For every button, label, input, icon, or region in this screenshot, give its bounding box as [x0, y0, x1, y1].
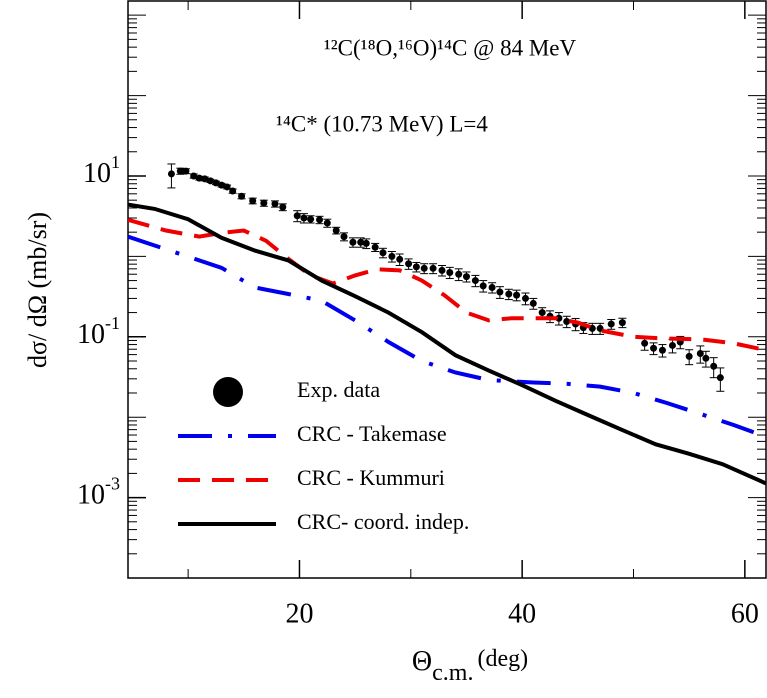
x-tick-label: 60	[731, 598, 759, 629]
data-point	[260, 199, 268, 207]
data-point	[488, 284, 496, 292]
data-point	[362, 239, 370, 247]
data-point	[668, 341, 676, 349]
x-label-symbol: Θ	[412, 646, 432, 677]
line-series	[128, 217, 767, 353]
data-point	[429, 264, 437, 272]
data-point	[405, 260, 413, 268]
data-point	[379, 249, 387, 257]
data-point	[446, 269, 454, 277]
data-point	[388, 252, 396, 260]
data-point	[563, 317, 571, 325]
data-point	[212, 179, 220, 187]
data-point	[316, 216, 324, 224]
legend-label: CRC - Takemase	[297, 421, 447, 446]
data-point	[182, 167, 190, 175]
annotation: ¹⁴C* (10.73 MeV) L=4	[276, 111, 488, 136]
data-point	[195, 174, 203, 182]
data-point	[479, 282, 487, 290]
data-point	[650, 344, 658, 352]
annotation: ¹²C(¹⁸O,¹⁶O)¹⁴C @ 84 MeV	[324, 35, 577, 60]
data-point	[229, 187, 237, 195]
data-point	[349, 238, 357, 246]
data-point	[496, 288, 504, 296]
x-label-subscript: c.m.	[432, 660, 473, 686]
legend-label: CRC- coord. indep.	[297, 509, 469, 534]
data-point	[323, 219, 331, 227]
data-point	[176, 167, 184, 175]
data-point	[521, 294, 529, 302]
data-point	[332, 226, 340, 234]
data-point	[455, 270, 463, 278]
line-series	[128, 234, 767, 439]
data-point	[167, 170, 175, 178]
data-point	[462, 273, 470, 281]
legend-label: CRC - Kummuri	[297, 465, 445, 490]
plot-frame	[127, 0, 767, 579]
data-point	[538, 309, 546, 317]
data-point	[641, 339, 649, 347]
x-label-unit: (deg)	[477, 646, 528, 672]
data-point	[596, 324, 604, 332]
data-point	[300, 214, 308, 222]
data-point	[340, 233, 348, 241]
y-axis-label: dσ/ dΩ (mb/sr)	[23, 212, 52, 368]
data-point	[412, 263, 420, 271]
data-point	[201, 175, 209, 183]
data-point	[513, 291, 521, 299]
legend-marker	[213, 377, 243, 407]
data-point	[238, 192, 246, 200]
data-point	[190, 172, 198, 180]
data-point	[702, 354, 710, 362]
data-point	[716, 374, 724, 382]
data-point	[279, 203, 287, 211]
data-point	[249, 197, 257, 205]
data-point	[658, 346, 666, 354]
data-point	[529, 299, 537, 307]
y-tick-label: 10-1	[77, 313, 120, 350]
data-point	[607, 320, 615, 328]
x-axis-label: Θc.m.(deg)	[412, 646, 528, 686]
data-point	[710, 362, 718, 370]
legend-label: Exp. data	[297, 377, 380, 402]
data-point	[685, 352, 693, 360]
data-point	[438, 266, 446, 274]
data-point	[505, 290, 513, 298]
data-point	[206, 177, 214, 185]
x-tick-label: 40	[508, 598, 536, 629]
plot-area	[128, 163, 767, 486]
data-point	[307, 215, 315, 223]
data-point	[371, 243, 379, 251]
data-point	[471, 277, 479, 285]
data-point	[396, 255, 404, 263]
data-point	[618, 319, 626, 327]
x-tick-label: 20	[285, 598, 313, 629]
data-point	[271, 200, 279, 208]
line-series	[128, 202, 767, 486]
data-point	[293, 212, 301, 220]
y-tick-label: 101	[83, 152, 120, 189]
data-point	[218, 181, 226, 189]
data-point	[420, 264, 428, 272]
y-tick-label: 10-3	[77, 474, 120, 511]
data-point	[357, 238, 365, 246]
